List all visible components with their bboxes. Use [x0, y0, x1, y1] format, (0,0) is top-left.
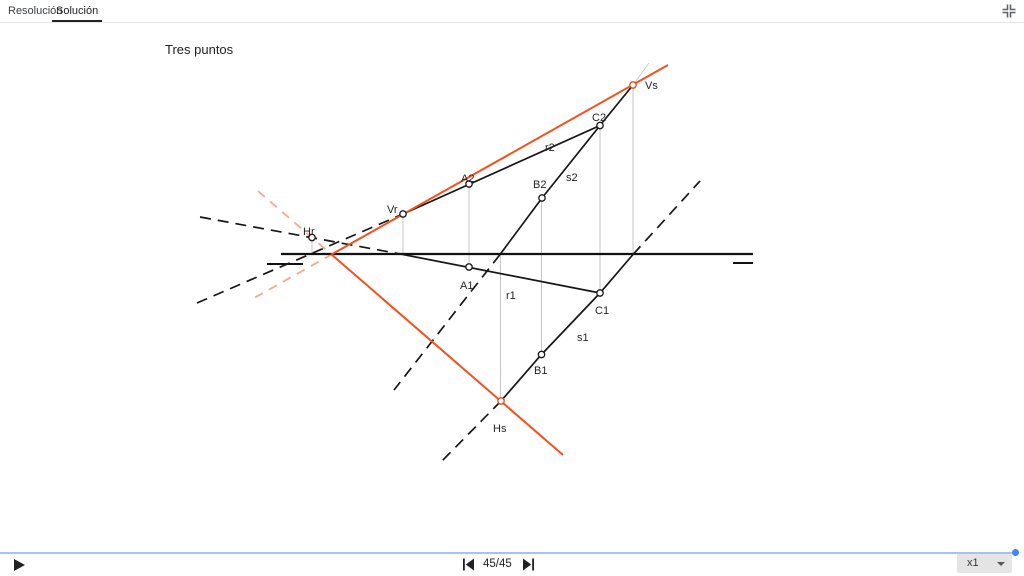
- fullscreen-exit-icon[interactable]: [1001, 3, 1017, 19]
- label-s1: s1: [577, 332, 589, 344]
- progress-bar[interactable]: [0, 549, 1024, 556]
- tab-solucion[interactable]: Solución: [56, 5, 99, 17]
- label-C2: C2: [592, 112, 606, 124]
- projection-lines: [311, 62, 650, 401]
- line-s1-extension-lower: [440, 400, 502, 463]
- play-button[interactable]: [14, 559, 25, 571]
- progress-track[interactable]: [0, 552, 1013, 554]
- point-A2: [465, 180, 473, 188]
- frame-counter: 45/45: [483, 558, 512, 570]
- label-r2: r2: [545, 142, 555, 154]
- label-C1: C1: [595, 305, 609, 317]
- line-s2-extension: [393, 253, 501, 391]
- line-s1: [500, 253, 634, 402]
- player-bar: 45/45 x1: [0, 549, 1024, 576]
- label-s2: s2: [566, 172, 578, 184]
- tab-resolucion[interactable]: Resolución: [8, 5, 63, 17]
- line-projections: [402, 84, 634, 402]
- chevron-down-icon: [997, 562, 1005, 566]
- point-C2: [596, 121, 604, 130]
- label-Vs: Vs: [645, 80, 658, 92]
- label-B2: B2: [533, 179, 546, 191]
- label-r1: r1: [506, 290, 516, 302]
- point-Hs: [497, 397, 505, 405]
- horizontal-trace-extension: [257, 190, 333, 256]
- point-Hr: [308, 233, 316, 242]
- point-Vs: [629, 81, 637, 89]
- speed-value: x1: [967, 557, 979, 569]
- line-r1-extension: [199, 216, 404, 256]
- line-r2-extension: [196, 213, 404, 304]
- point-B2: [538, 194, 546, 202]
- line-r1: [402, 253, 601, 294]
- skip-previous-button[interactable]: [462, 558, 476, 571]
- point-markers: [308, 81, 637, 405]
- vertical-trace-line: [331, 64, 669, 256]
- line-s1-extension-upper: [632, 180, 701, 256]
- vertical-trace-extension: [254, 253, 332, 299]
- label-A1: A1: [460, 280, 473, 292]
- progress-handle[interactable]: [1012, 549, 1019, 556]
- label-Hr: Hr: [303, 226, 315, 238]
- active-tab-indicator: [52, 20, 102, 22]
- point-B1: [537, 350, 546, 359]
- line-r2: [402, 124, 601, 215]
- label-Vr: Vr: [387, 204, 398, 216]
- label-Hs: Hs: [493, 423, 507, 435]
- ground-line: [267, 252, 753, 265]
- label-A2: A2: [461, 173, 474, 185]
- horizontal-trace-line: [330, 253, 564, 456]
- hidden-line-extensions: [196, 180, 701, 463]
- speed-select[interactable]: x1: [957, 554, 1012, 573]
- figure-title: Tres puntos: [165, 42, 234, 57]
- label-B1: B1: [534, 365, 547, 377]
- plane-traces: [254, 64, 669, 456]
- point-Vr: [399, 210, 407, 218]
- skip-next-button[interactable]: [521, 558, 535, 571]
- point-C1: [596, 289, 604, 297]
- point-A1: [465, 263, 473, 271]
- point-labels: Vs C2 r2 s2 B2 A2 Vr Hr A1 r1 C1 s1 B1 H…: [303, 80, 658, 435]
- line-s2: [499, 84, 634, 256]
- tab-bar: Resolución Solución: [0, 0, 1024, 23]
